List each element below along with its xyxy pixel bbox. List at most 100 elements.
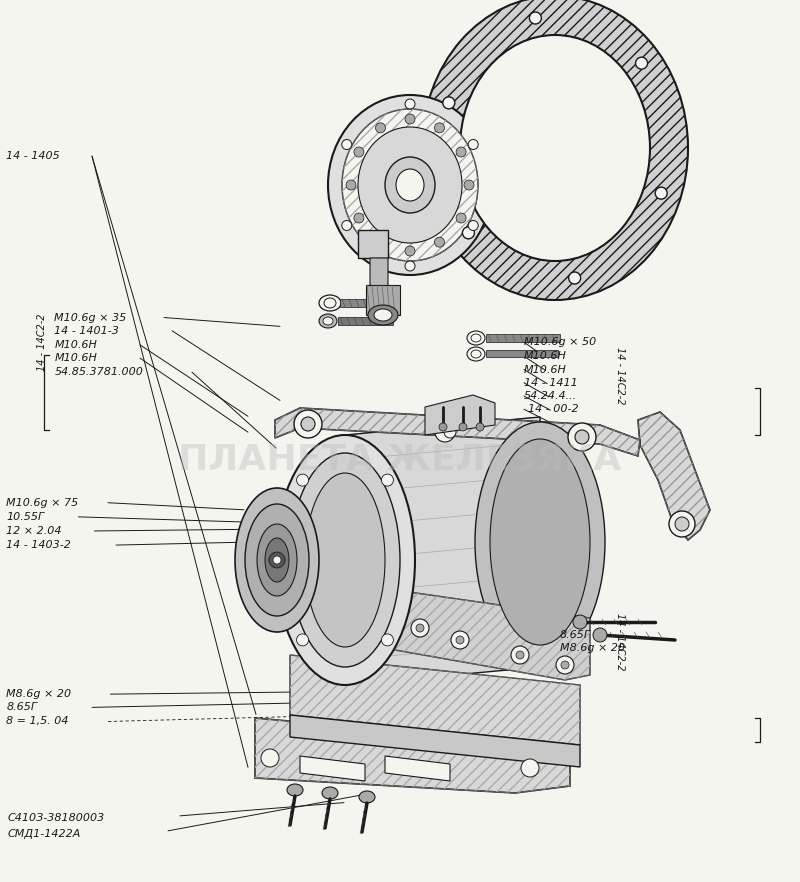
Circle shape [375,237,386,247]
Text: 8.65Г: 8.65Г [6,702,38,713]
Text: 14 - 1411: 14 - 1411 [524,377,578,388]
Ellipse shape [467,347,485,361]
Ellipse shape [265,538,289,582]
Text: М10.6Н: М10.6Н [54,353,98,363]
Circle shape [375,123,386,133]
Text: 8.65Г: 8.65Г [560,630,591,640]
Ellipse shape [396,169,424,201]
Circle shape [568,423,596,451]
Text: М10.6Н: М10.6Н [54,340,98,350]
Circle shape [575,430,589,444]
Polygon shape [370,258,388,288]
Ellipse shape [319,314,337,328]
Text: М10.6Н: М10.6Н [524,364,567,375]
Circle shape [573,615,587,629]
Text: 14 - 00-2: 14 - 00-2 [528,404,578,415]
Ellipse shape [342,109,478,261]
Ellipse shape [257,524,297,596]
Circle shape [346,180,356,190]
Polygon shape [300,756,365,781]
Ellipse shape [324,298,336,308]
Circle shape [405,246,415,256]
Ellipse shape [471,334,481,342]
Text: 14 - 1401-3: 14 - 1401-3 [54,325,119,336]
Circle shape [669,511,695,537]
Text: М10.6g × 75: М10.6g × 75 [6,497,78,508]
Ellipse shape [490,439,590,645]
Ellipse shape [290,453,400,667]
Text: 14 - 1405: 14 - 1405 [6,151,60,161]
Circle shape [451,631,469,649]
Circle shape [294,410,322,438]
Ellipse shape [305,473,385,647]
Text: СМД1-1422А: СМД1-1422А [8,828,82,839]
Polygon shape [340,299,395,307]
Polygon shape [366,285,400,315]
Polygon shape [338,317,393,325]
Circle shape [405,114,415,124]
Text: 12 × 2.04: 12 × 2.04 [6,526,62,536]
Circle shape [459,423,467,431]
Ellipse shape [475,422,605,662]
Circle shape [468,139,478,150]
Circle shape [382,634,394,646]
Circle shape [462,227,474,239]
Circle shape [342,220,352,230]
Circle shape [516,651,524,659]
Circle shape [261,749,279,767]
Text: 54.85.3781.000: 54.85.3781.000 [54,367,143,377]
Polygon shape [486,350,558,357]
Polygon shape [638,412,710,540]
Ellipse shape [460,35,650,261]
Ellipse shape [245,504,309,616]
Ellipse shape [323,317,333,325]
Circle shape [269,552,285,568]
Circle shape [456,147,466,157]
Circle shape [434,237,445,247]
Circle shape [382,475,394,486]
Text: 14 - 1403-2: 14 - 1403-2 [6,540,71,550]
Ellipse shape [328,95,492,275]
Circle shape [297,475,309,486]
Text: М8.6g × 20: М8.6g × 20 [6,689,71,699]
Circle shape [416,624,424,632]
Ellipse shape [235,488,319,632]
Ellipse shape [422,0,688,300]
Ellipse shape [358,127,462,243]
Circle shape [301,417,315,431]
Circle shape [435,422,455,442]
Text: М10.6Н: М10.6Н [524,351,567,362]
Text: 10.55Г: 10.55Г [6,512,45,522]
Circle shape [354,147,364,157]
Polygon shape [358,230,388,258]
Polygon shape [290,655,580,745]
Circle shape [476,423,484,431]
Ellipse shape [374,309,392,321]
Circle shape [354,213,364,223]
Ellipse shape [275,435,415,685]
Polygon shape [290,715,580,767]
Text: М8.6g × 20: М8.6g × 20 [560,643,625,654]
Circle shape [593,628,607,642]
Circle shape [443,97,455,108]
Text: 14 - 14С2-2: 14 - 14С2-2 [615,347,625,405]
Circle shape [456,213,466,223]
Circle shape [444,426,456,438]
Polygon shape [275,408,640,456]
Polygon shape [395,590,590,680]
Circle shape [456,636,464,644]
Circle shape [655,187,667,199]
Text: С410З-38180003: С410З-38180003 [8,813,106,824]
Polygon shape [345,417,540,685]
Circle shape [464,180,474,190]
Ellipse shape [471,350,481,358]
Circle shape [297,634,309,646]
Text: 8 = 1,5. 04: 8 = 1,5. 04 [6,716,69,727]
Text: 14 - 14С2-2: 14 - 14С2-2 [38,313,47,371]
Circle shape [439,423,447,431]
Text: М10.6g × 35: М10.6g × 35 [54,312,126,323]
Circle shape [561,661,569,669]
Circle shape [342,139,352,150]
Circle shape [530,12,542,24]
Ellipse shape [322,787,338,799]
